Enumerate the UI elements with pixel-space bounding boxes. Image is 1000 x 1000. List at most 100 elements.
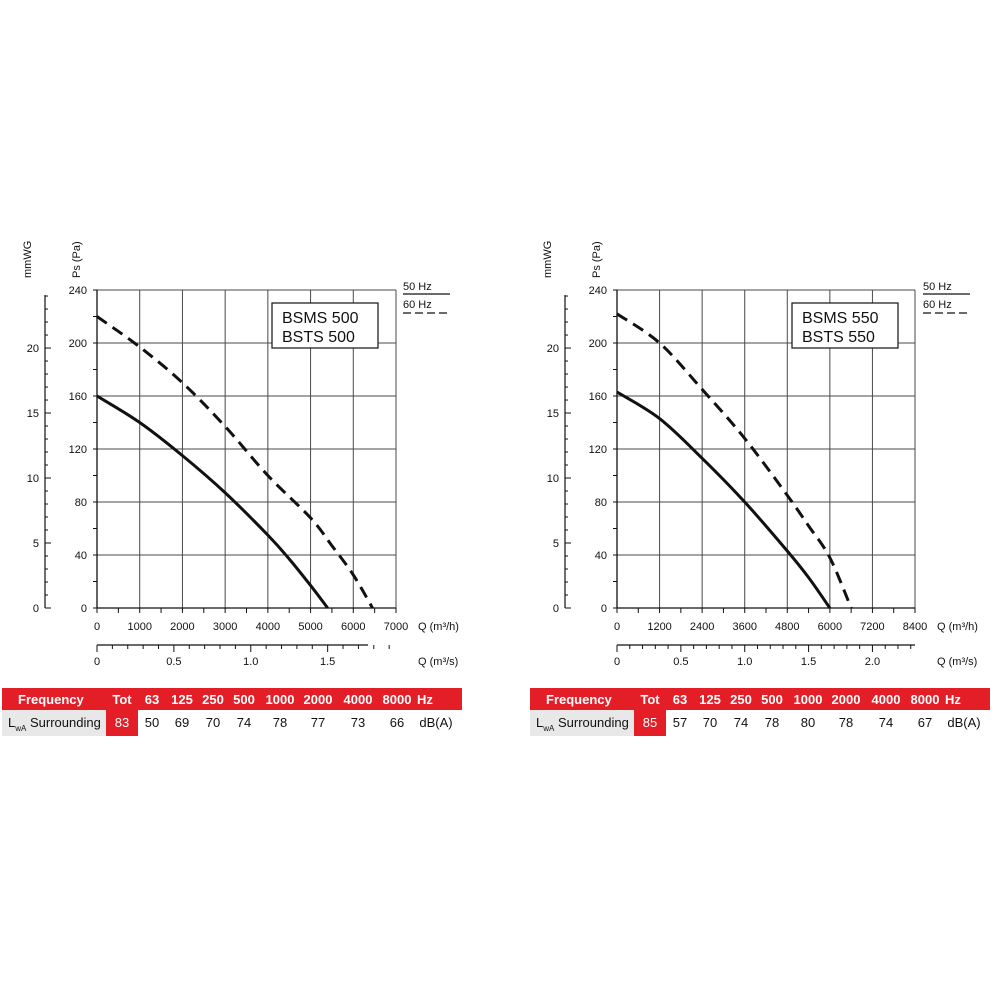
mmwg-tick-label: 15 [27, 408, 39, 420]
table-band-value: 78 [273, 715, 287, 730]
y-tick-label: 120 [589, 444, 607, 456]
model-subtitle: BSTS 500 [282, 329, 355, 346]
table-band-header: 63 [673, 692, 687, 707]
mmwg-tick-label: 15 [547, 408, 559, 420]
table-band-header: 250 [202, 692, 224, 707]
y-tick-label: 80 [595, 497, 607, 509]
table-band-value: 66 [390, 715, 404, 730]
y-tick-label: 0 [601, 603, 607, 615]
m3s-tick-label: 1.5 [320, 656, 335, 668]
table-row-label-bg [2, 710, 106, 736]
model-label-box [271, 302, 379, 349]
m3s-tick-label: 0 [614, 656, 620, 668]
table-row-label: LwA Surrounding [8, 715, 101, 733]
y-axis-title: Ps (Pa) [591, 241, 603, 278]
x-tick-label: 1200 [647, 621, 671, 633]
sound-table-1: Frequency Tot 63 125 250 500 1000 2000 4000 8000 H… [2, 688, 462, 736]
table-header-bar [2, 688, 462, 710]
x-tick-label: 3600 [732, 621, 756, 633]
table-tot-cell [634, 710, 666, 736]
x-tick-label: 4000 [256, 621, 280, 633]
row-label-main: L [536, 715, 543, 730]
y-axis-title: Ps (Pa) [71, 241, 83, 278]
x-tick-label: 5000 [298, 621, 322, 633]
y-tick-label: 240 [69, 285, 87, 297]
table-band-header: 500 [233, 692, 255, 707]
row-label-subscript: wA [14, 724, 27, 733]
mmwg-tick-label: 0 [553, 603, 559, 615]
x-tick-label: 0 [614, 621, 620, 633]
table-band-header: 250 [730, 692, 752, 707]
y-tick-label: 40 [75, 550, 87, 562]
y-tick-label: 40 [595, 550, 607, 562]
model-label-box [791, 302, 899, 349]
x-axis-label: Q (m³/h) [937, 621, 978, 633]
x-axis-label: Q (m³/h) [418, 621, 459, 633]
y-tick-label: 160 [589, 391, 607, 403]
table-band-header: 125 [171, 692, 193, 707]
y-tick-label: 240 [589, 285, 607, 297]
table-unit: dB(A) [947, 715, 980, 730]
table-band-value: 74 [237, 715, 251, 730]
m3s-tick-label: 0.5 [166, 656, 181, 668]
table-band-value: 70 [206, 715, 220, 730]
x-tick-label: 8400 [903, 621, 927, 633]
mmwg-tick-label: 5 [33, 538, 39, 550]
table-unit: dB(A) [419, 715, 452, 730]
table-row-label-bg [530, 710, 634, 736]
table-band-value: 69 [175, 715, 189, 730]
curve-50hz [96, 394, 329, 609]
model-title: BSMS 550 [802, 310, 879, 327]
table-band-value: 78 [765, 715, 779, 730]
m3s-axis-label: Q (m³/s) [418, 656, 458, 668]
table-band-header: 4000 [872, 692, 901, 707]
table-band-value: 78 [839, 715, 853, 730]
row-label-main: L [8, 715, 15, 730]
table-band-header: 125 [699, 692, 721, 707]
m3s-tick-label: 1.0 [737, 656, 752, 668]
x-tick-label: 1000 [127, 621, 151, 633]
table-band-value: 74 [734, 715, 748, 730]
model-subtitle: BSTS 550 [802, 329, 875, 346]
table-frequency-label: Frequency [18, 692, 85, 707]
row-label-rest: Surrounding [26, 715, 100, 730]
table-band-value: 57 [673, 715, 687, 730]
y-tick-label: 120 [69, 444, 87, 456]
mmwg-tick-label: 20 [547, 343, 559, 355]
table-frequency-label: Frequency [546, 692, 613, 707]
x-tick-label: 7000 [384, 621, 408, 633]
x-tick-label: 6000 [341, 621, 365, 633]
legend-label-60hz: 60 Hz [403, 299, 432, 311]
table-band-value: 67 [918, 715, 932, 730]
table-band-header: 63 [145, 692, 159, 707]
sound-table-2: Frequency Tot 63 125 250 500 1000 2000 4000 8000 H… [530, 688, 990, 736]
table-band-header: 2000 [832, 692, 861, 707]
m3s-tick-label: 0.5 [673, 656, 688, 668]
legend-label-60hz: 60 Hz [923, 299, 952, 311]
m3s-tick-label: 2.0 [865, 656, 880, 668]
table-tot-header: Tot [112, 692, 132, 707]
table-band-header: 1000 [794, 692, 823, 707]
x-tick-label: 0 [94, 621, 100, 633]
table-band-value: 77 [311, 715, 325, 730]
mmwg-axis-title: mmWG [22, 241, 34, 278]
x-tick-label: 2000 [170, 621, 194, 633]
y-tick-label: 160 [69, 391, 87, 403]
table-band-header: 1000 [266, 692, 295, 707]
table-band-value: 50 [145, 715, 159, 730]
x-tick-label: 6000 [818, 621, 842, 633]
legend-label-50hz: 50 Hz [403, 281, 432, 293]
row-label-subscript: wA [542, 724, 555, 733]
x-tick-label: 2400 [690, 621, 714, 633]
x-tick-label: 4800 [775, 621, 799, 633]
table-tot-value: 83 [115, 715, 129, 730]
table-unit-header: Hz [417, 692, 433, 707]
legend-label-50hz: 50 Hz [923, 281, 952, 293]
table-band-header: 8000 [383, 692, 412, 707]
table-unit-header: Hz [945, 692, 961, 707]
table-band-header: 500 [761, 692, 783, 707]
curve-60hz [96, 315, 374, 609]
